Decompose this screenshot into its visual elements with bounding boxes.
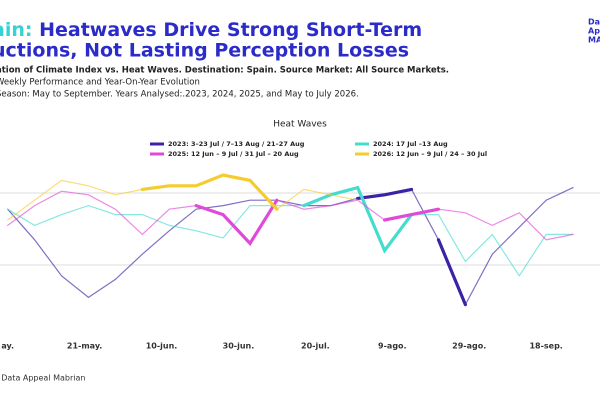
heatwave-line (383, 207, 441, 222)
legend-label: 2023: 3–23 Jul / 7–13 Aug / 21–27 Aug (168, 140, 305, 148)
subtitle: Season: May to September. Years Analysed… (0, 90, 359, 100)
series-line (7, 187, 574, 307)
title-main: Heatwaves Drive Strong Short-Term (32, 19, 422, 41)
heatwave-line (140, 173, 279, 211)
heatwave-line (302, 185, 414, 254)
plot: ay. 21-may. 10-jun. 30-jun. 20-jul. 9-ago. 29-… (0, 140, 600, 351)
title: ain: Heatwaves Drive Strong Short-Term (0, 19, 422, 41)
x-tick-label: 29-ago. (452, 342, 486, 351)
legend-label: 2026: 12 Jun – 9 Jul / 24 – 30 Jul (373, 150, 487, 158)
x-tick-label: 20-jul. (301, 342, 330, 351)
logo-text: MA (588, 36, 600, 45)
title-accent: ain: (0, 19, 32, 41)
source: : Data Appeal Mabrian (0, 374, 85, 383)
legend-label: 2025: 12 Jun – 9 Jul / 31 Jul – 20 Aug (168, 150, 299, 158)
heatwave-line (356, 187, 414, 200)
x-tick-label: 30-jun. (223, 342, 255, 351)
x-tick-label: 21-may. (67, 342, 102, 351)
subtitle: Weekly Performance and Year-On-Year Evol… (0, 78, 200, 88)
x-tick-label: 9-ago. (378, 342, 407, 351)
series-line (7, 174, 359, 221)
heatwave-line (194, 198, 279, 247)
series-line (7, 190, 574, 245)
logo-text: Ap (588, 27, 600, 36)
title-line2: uctions, Not Lasting Perception Losses (0, 40, 409, 62)
logo-text: Da (588, 18, 600, 27)
legend-title: Heat Waves (273, 120, 327, 130)
heatwave-line (436, 238, 467, 307)
x-tick-label: ay. (1, 342, 14, 351)
logo: Da Ap MA (588, 18, 600, 45)
series-line (7, 186, 574, 277)
x-tick-label: 18-sep. (529, 342, 562, 351)
subtitle: ation of Climate Index vs. Heat Waves. D… (0, 66, 449, 76)
legend-label: 2024: 17 Jul –13 Aug (373, 140, 448, 148)
x-tick-label: 10-jun. (146, 342, 178, 351)
